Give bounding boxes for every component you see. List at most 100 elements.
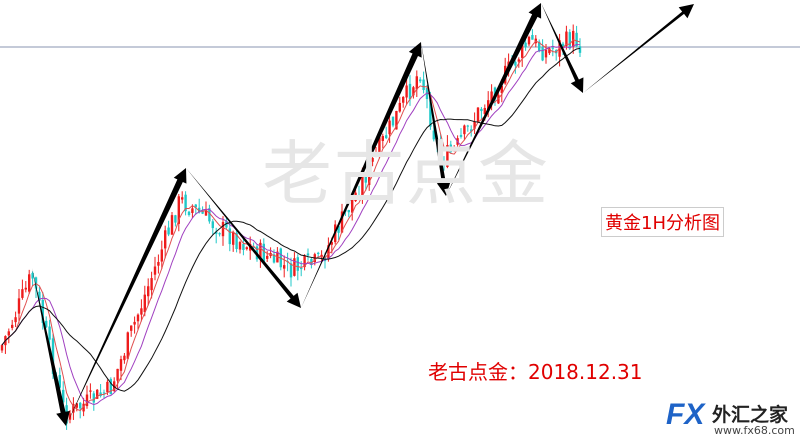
candle-body — [164, 230, 167, 249]
candle-body — [371, 158, 374, 162]
trend-arrow — [66, 168, 187, 426]
candle-body — [398, 102, 401, 112]
candle-body — [310, 258, 313, 265]
candle-body — [306, 253, 310, 256]
candle-body — [126, 332, 129, 359]
candle-body — [0, 345, 4, 351]
candle-body — [201, 210, 204, 214]
logo-mark: FX — [666, 398, 705, 431]
candle-body — [429, 95, 432, 127]
candle-body — [198, 207, 201, 213]
candle-body — [92, 393, 95, 403]
trend-arrow — [186, 168, 301, 308]
candle-body — [347, 210, 350, 213]
candle-body — [405, 85, 408, 98]
candle-body — [11, 324, 14, 328]
logo-url: www.fx68.com — [714, 424, 795, 437]
candle-body — [521, 42, 524, 58]
candle-body — [109, 378, 112, 395]
candle-body — [483, 107, 486, 115]
candle-body — [235, 232, 238, 250]
candle-body — [266, 255, 269, 259]
candle-body — [136, 314, 140, 322]
candle-body — [204, 209, 208, 216]
candle-body — [252, 247, 255, 249]
candle-body — [72, 404, 75, 413]
candle-body — [153, 266, 157, 275]
candle-body — [96, 389, 99, 399]
candle-body — [102, 392, 106, 394]
candle-body — [572, 30, 575, 47]
candle-body — [82, 403, 85, 412]
candle-body — [133, 321, 136, 325]
trend-arrow — [446, 3, 542, 196]
candle-body — [167, 227, 170, 235]
candle-body — [28, 274, 31, 292]
candle-body — [303, 255, 306, 268]
candle-body — [524, 42, 527, 48]
candle-body — [262, 243, 265, 262]
candle-body — [187, 211, 191, 215]
candle-body — [7, 331, 10, 336]
candle-body — [395, 110, 398, 130]
moving-average — [1, 47, 581, 392]
candle-body — [289, 263, 293, 278]
candle-body — [21, 289, 24, 298]
candle-body — [480, 108, 483, 112]
moving-averages — [1, 39, 581, 412]
candle-body — [140, 308, 143, 315]
moving-average — [1, 39, 581, 412]
candle-body — [354, 192, 357, 202]
candle-body — [38, 291, 41, 301]
candle-body — [422, 79, 425, 91]
candle-body — [442, 162, 446, 165]
candle-body — [385, 135, 388, 139]
candle-body — [123, 355, 126, 361]
candle-body — [75, 403, 78, 408]
candle-body — [391, 116, 395, 126]
candle-body — [208, 208, 211, 222]
candle-body — [527, 36, 531, 45]
candle-body — [538, 41, 541, 51]
candle-body — [419, 79, 422, 82]
candle-body — [272, 254, 276, 263]
candle-body — [466, 125, 469, 127]
candle-body — [449, 144, 452, 153]
candle-body — [218, 233, 221, 235]
candle-body — [364, 176, 367, 183]
candle-body — [58, 375, 61, 388]
candle-body — [191, 208, 194, 213]
candle-body — [340, 211, 344, 233]
candle-body — [45, 320, 48, 328]
candle-body — [147, 286, 150, 297]
candle-body — [14, 317, 17, 323]
candle-body — [225, 220, 228, 228]
candle-body — [323, 256, 327, 262]
candle-body — [337, 226, 340, 233]
candle-body — [116, 368, 119, 381]
logo: FX 外汇之家 www.fx68.com — [666, 398, 800, 440]
candle-body — [228, 228, 231, 245]
candle-body — [300, 267, 303, 270]
candle-body — [293, 258, 296, 276]
candle-body — [412, 87, 415, 96]
candle-body — [221, 222, 225, 237]
candle-body — [432, 130, 435, 140]
candle-body — [119, 359, 123, 371]
candle-body — [211, 221, 214, 229]
candle-body — [374, 152, 378, 155]
candle-body — [357, 195, 361, 198]
candle-body — [548, 48, 551, 54]
candle-body — [561, 43, 565, 48]
candle-body — [368, 160, 371, 185]
candle-body — [113, 381, 116, 391]
author-date: 老古点金：2018.12.31 — [428, 360, 643, 384]
candle-body — [378, 137, 381, 157]
candle-body — [578, 46, 582, 53]
candle-body — [259, 242, 262, 259]
candle-body — [242, 244, 245, 250]
candle-body — [68, 413, 72, 420]
trend-arrows — [32, 3, 694, 426]
